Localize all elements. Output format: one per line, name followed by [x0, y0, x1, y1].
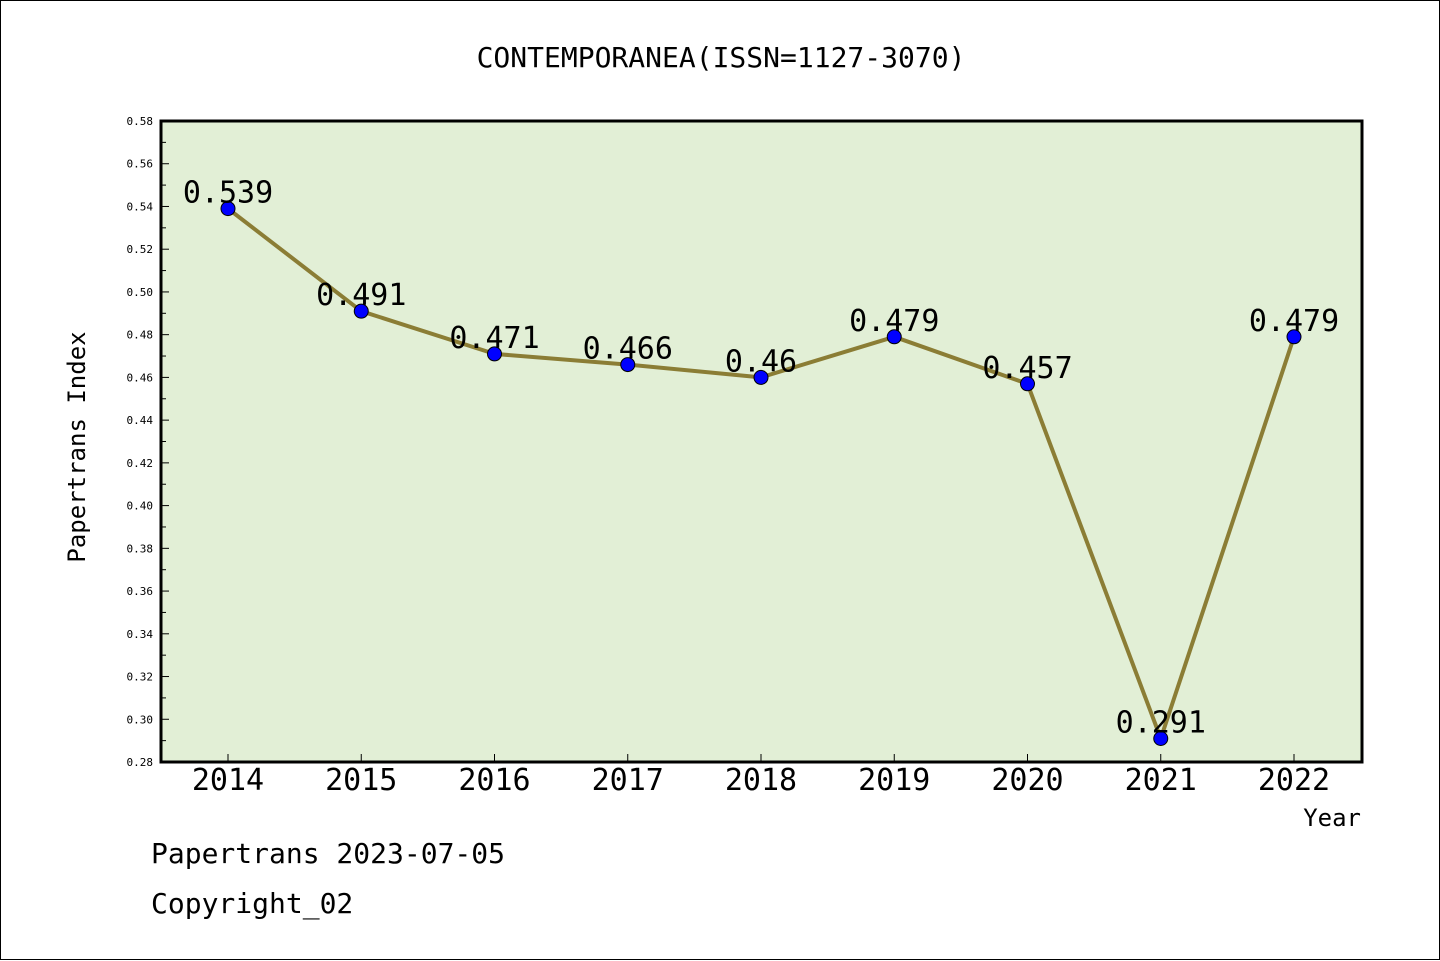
y-tick-label: 0.38: [127, 542, 154, 555]
y-tick-label: 0.30: [127, 713, 154, 726]
y-tick-label: 0.50: [127, 286, 154, 299]
data-point: [487, 346, 502, 362]
y-tick-label: 0.32: [127, 671, 154, 684]
x-tick-label: 2018: [725, 763, 797, 798]
data-point: [1020, 376, 1035, 392]
footer-copyright: Copyright_02: [151, 887, 354, 920]
footer-date: Papertrans 2023-07-05: [151, 837, 506, 870]
data-point: [1286, 329, 1302, 345]
data-label: 0.471: [449, 321, 539, 356]
x-tick-label: 2019: [858, 763, 930, 798]
y-tick-label: 0.44: [127, 414, 154, 427]
data-point: [353, 303, 369, 319]
y-tick-label: 0.58: [127, 115, 154, 128]
y-tick-label: 0.46: [127, 371, 154, 384]
data-label: 0.491: [316, 278, 406, 313]
y-tick-label: 0.40: [127, 500, 154, 513]
data-label: 0.479: [1249, 304, 1339, 339]
data-point: [886, 329, 902, 345]
x-tick-label: 2022: [1258, 763, 1330, 798]
plot-area: [159, 119, 1364, 764]
data-label: 0.466: [583, 332, 673, 367]
data-label: 0.479: [849, 304, 939, 339]
x-tick-label: 2016: [458, 763, 530, 798]
data-label: 0.46: [725, 344, 797, 379]
y-tick-label: 0.54: [127, 200, 154, 213]
y-tick-label: 0.34: [127, 628, 154, 641]
data-point: [620, 357, 636, 373]
y-tick-label: 0.48: [127, 329, 154, 342]
data-label: 0.291: [1116, 705, 1206, 740]
data-point: [1153, 730, 1169, 746]
x-tick-label: 2020: [991, 763, 1063, 798]
x-tick-label: 2015: [325, 763, 397, 798]
x-axis: 2014 2015 2016 2017 2018 2019 2020 2021 2022: [192, 754, 1330, 798]
y-axis-label: Papertrans Index: [63, 331, 91, 562]
x-tick-label: 2021: [1125, 763, 1197, 798]
x-tick-label: 2017: [592, 763, 664, 798]
y-tick-label: 0.42: [127, 457, 154, 470]
y-tick-label: 0.56: [127, 158, 154, 171]
y-axis: 0.28 0.30 0.32 0.34 0.36 0.38 0.40 0.42 0.44 0.46…: [127, 115, 169, 769]
data-point: [220, 201, 236, 217]
data-label: 0.539: [183, 176, 273, 211]
data-label: 0.457: [982, 351, 1072, 386]
y-tick-label: 0.52: [127, 243, 154, 256]
y-tick-label: 0.28: [127, 756, 154, 769]
x-axis-label: Year: [1303, 804, 1361, 832]
x-tick-label: 2014: [192, 763, 264, 798]
data-labels-group: 0.539 0.491 0.471 0.466 0.46 0.479 0.457 0.291 0…: [183, 176, 1339, 741]
data-point: [753, 369, 769, 385]
y-tick-label: 0.36: [127, 585, 154, 598]
series-markers-group: [220, 201, 1302, 746]
chart-title: CONTEMPORANEA(ISSN=1127-3070): [477, 41, 966, 74]
